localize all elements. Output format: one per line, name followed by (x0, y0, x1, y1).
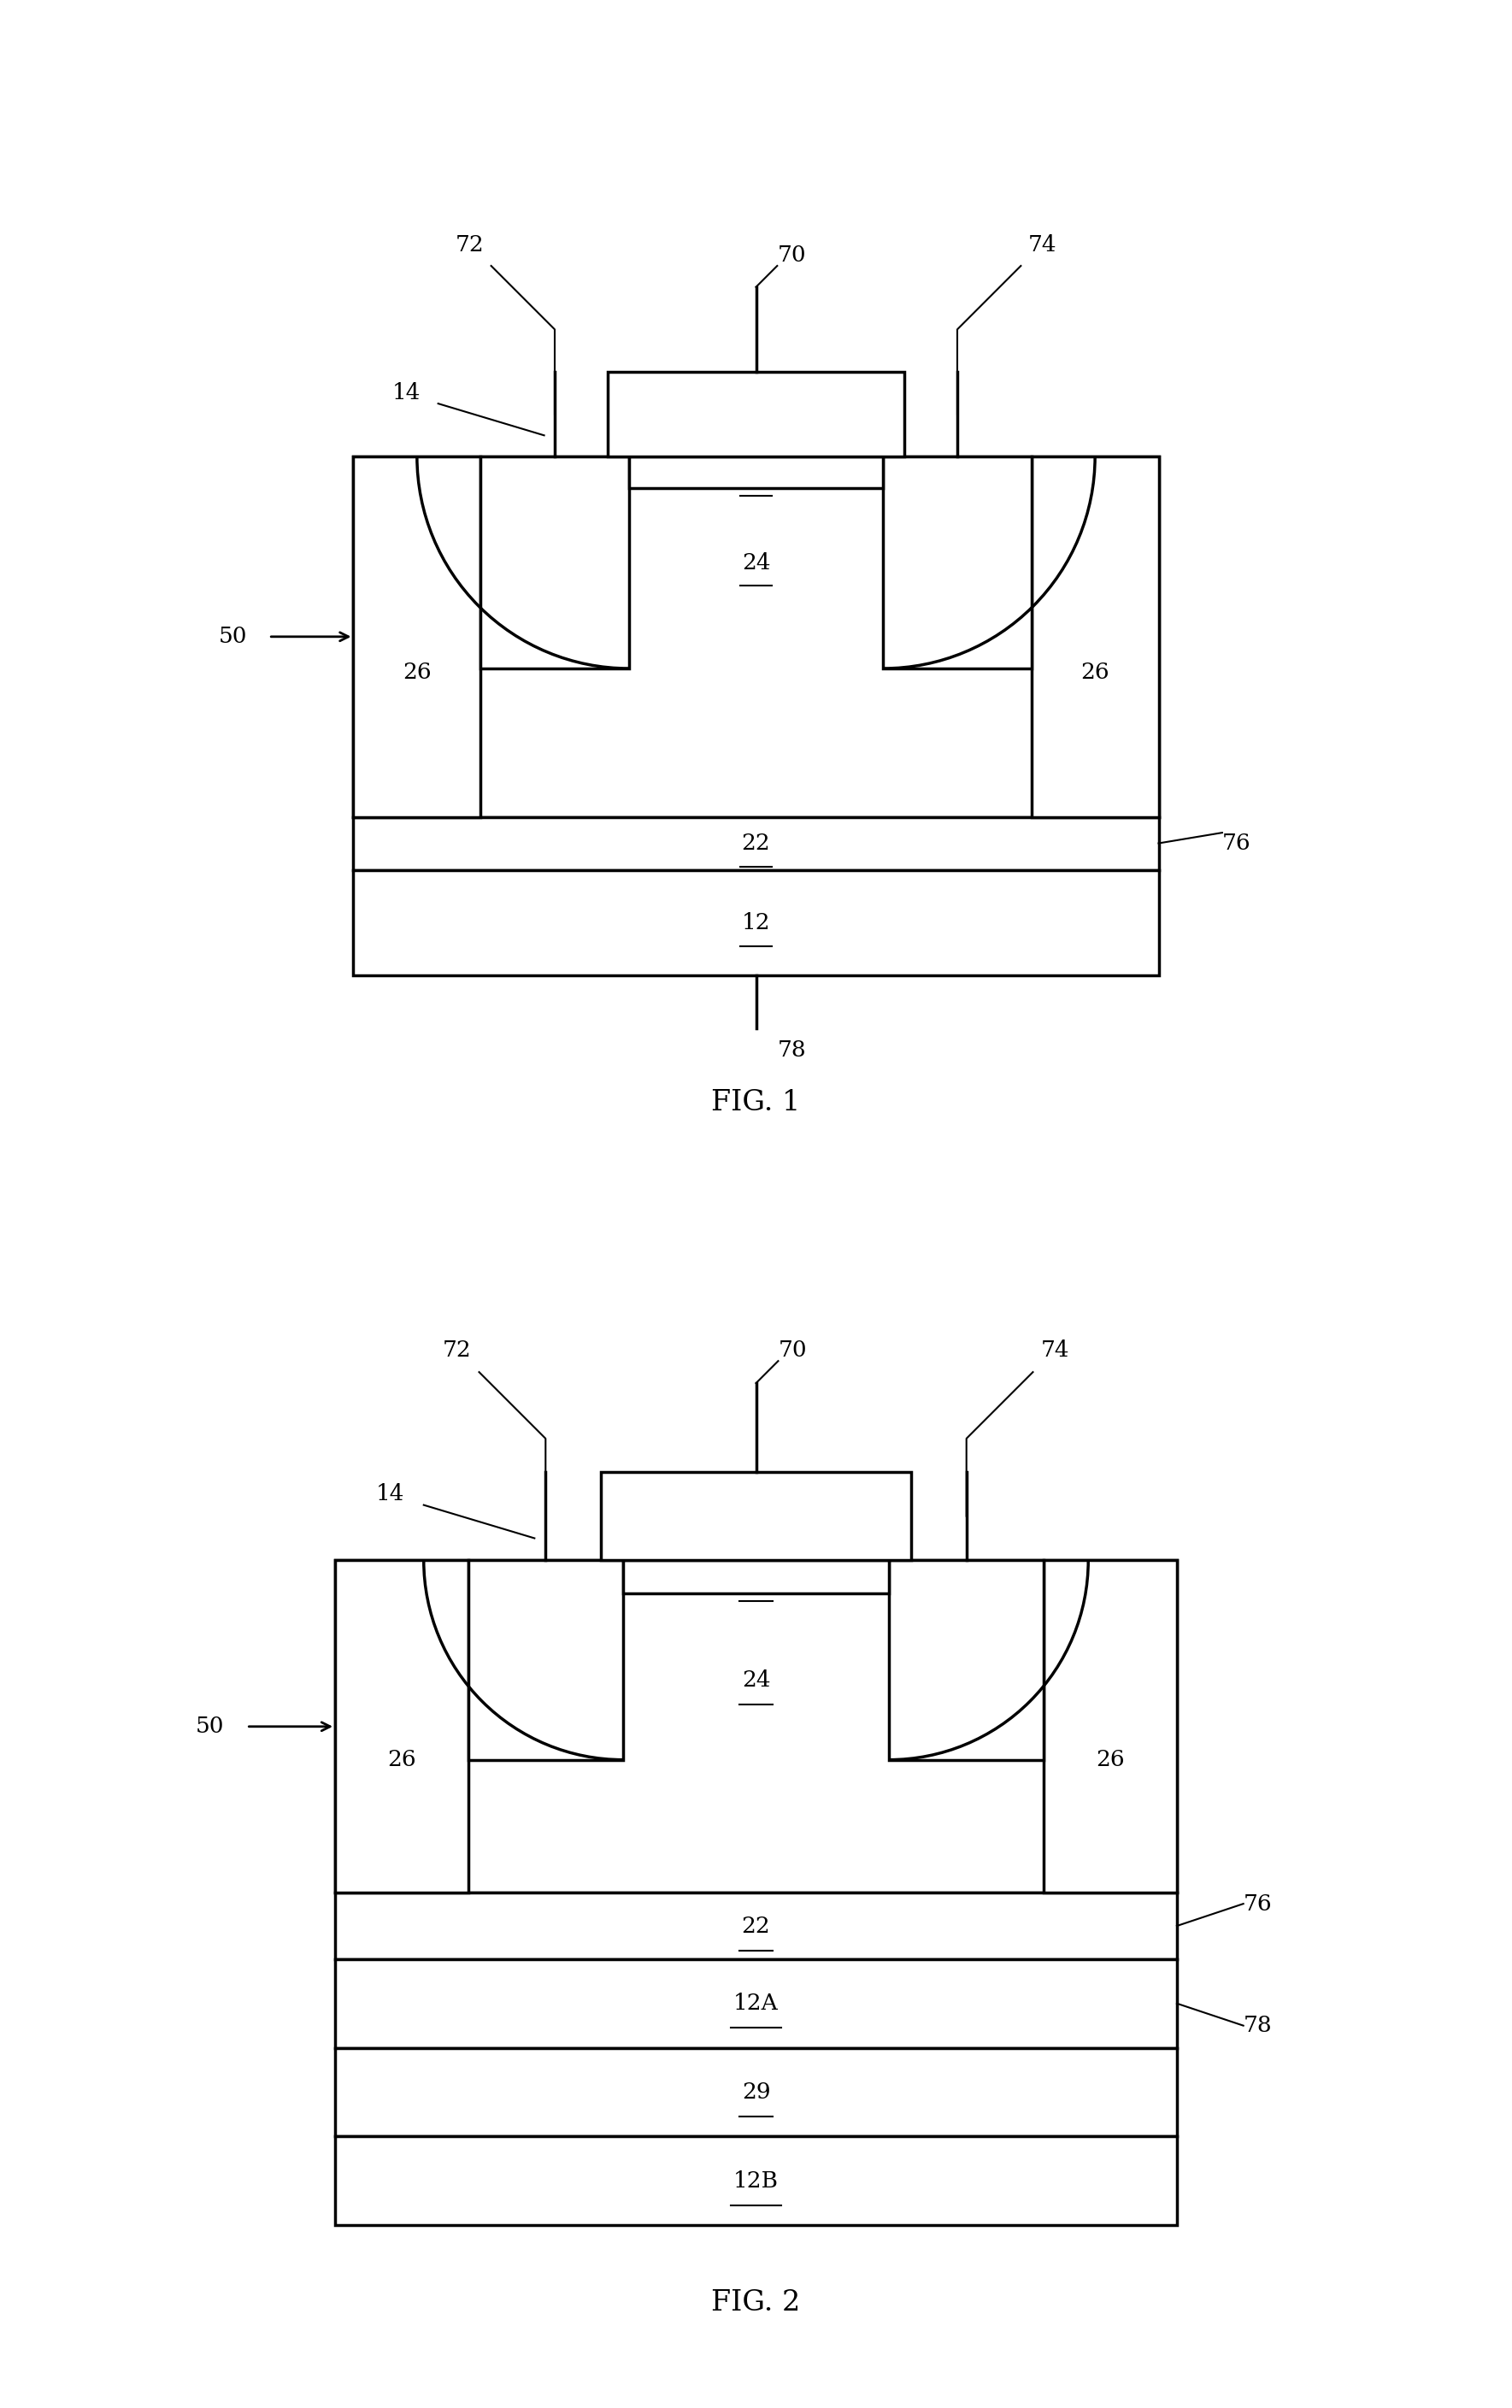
Text: 60: 60 (742, 1505, 770, 1527)
Text: 76: 76 (1222, 833, 1250, 855)
Text: 76: 76 (1243, 1893, 1272, 1914)
Text: 72: 72 (443, 1339, 472, 1361)
Text: 62: 62 (741, 1565, 771, 1587)
Bar (336, 1560, 469, 1893)
Text: 50: 50 (219, 626, 248, 648)
Text: 16: 16 (531, 1640, 559, 1662)
Text: 78: 78 (777, 1040, 806, 1060)
Text: 62: 62 (741, 462, 771, 484)
Bar (600, 1471, 912, 1560)
Text: 74: 74 (1040, 1339, 1069, 1361)
Text: 50: 50 (195, 1717, 224, 1736)
Bar (336, 2047, 1176, 2136)
Bar (1031, 458, 1158, 816)
Bar (608, 371, 904, 458)
Text: 60: 60 (742, 405, 770, 424)
Bar (629, 458, 883, 489)
Text: 24: 24 (741, 551, 771, 573)
Text: 18: 18 (953, 1640, 981, 1662)
Text: FIG. 2: FIG. 2 (712, 2290, 800, 2316)
Bar (623, 1560, 889, 1594)
Bar (336, 1560, 1176, 1893)
Bar (883, 458, 1031, 669)
Text: 26: 26 (1081, 662, 1110, 684)
Text: 26: 26 (402, 662, 431, 684)
Bar (469, 1560, 623, 1760)
Text: 22: 22 (741, 1914, 771, 1936)
Bar (354, 816, 1158, 869)
Text: 24: 24 (741, 1669, 771, 1690)
Text: 26: 26 (1096, 1748, 1125, 1770)
Bar (336, 1960, 1176, 2047)
Text: 14: 14 (376, 1483, 405, 1505)
Text: 29: 29 (741, 2081, 771, 2102)
Text: 70: 70 (779, 1339, 807, 1361)
Text: 16: 16 (540, 530, 569, 551)
Text: 74: 74 (1028, 234, 1057, 255)
Text: 72: 72 (455, 234, 484, 255)
Bar (354, 869, 1158, 975)
Bar (1043, 1560, 1176, 1893)
Text: 22: 22 (741, 833, 771, 855)
Text: 18: 18 (943, 530, 972, 551)
Text: 12: 12 (741, 913, 771, 934)
Text: 12B: 12B (733, 2170, 779, 2191)
Bar (354, 458, 481, 816)
Bar (336, 2136, 1176, 2225)
Text: 78: 78 (1243, 2015, 1272, 2037)
Text: 70: 70 (777, 246, 806, 265)
Text: FIG. 1: FIG. 1 (712, 1088, 800, 1117)
Text: 12A: 12A (733, 1994, 779, 2013)
Bar (336, 1893, 1176, 1960)
Bar (889, 1560, 1043, 1760)
Text: 14: 14 (392, 383, 420, 405)
Text: 26: 26 (387, 1748, 416, 1770)
Bar (354, 458, 1158, 816)
Bar (481, 458, 629, 669)
